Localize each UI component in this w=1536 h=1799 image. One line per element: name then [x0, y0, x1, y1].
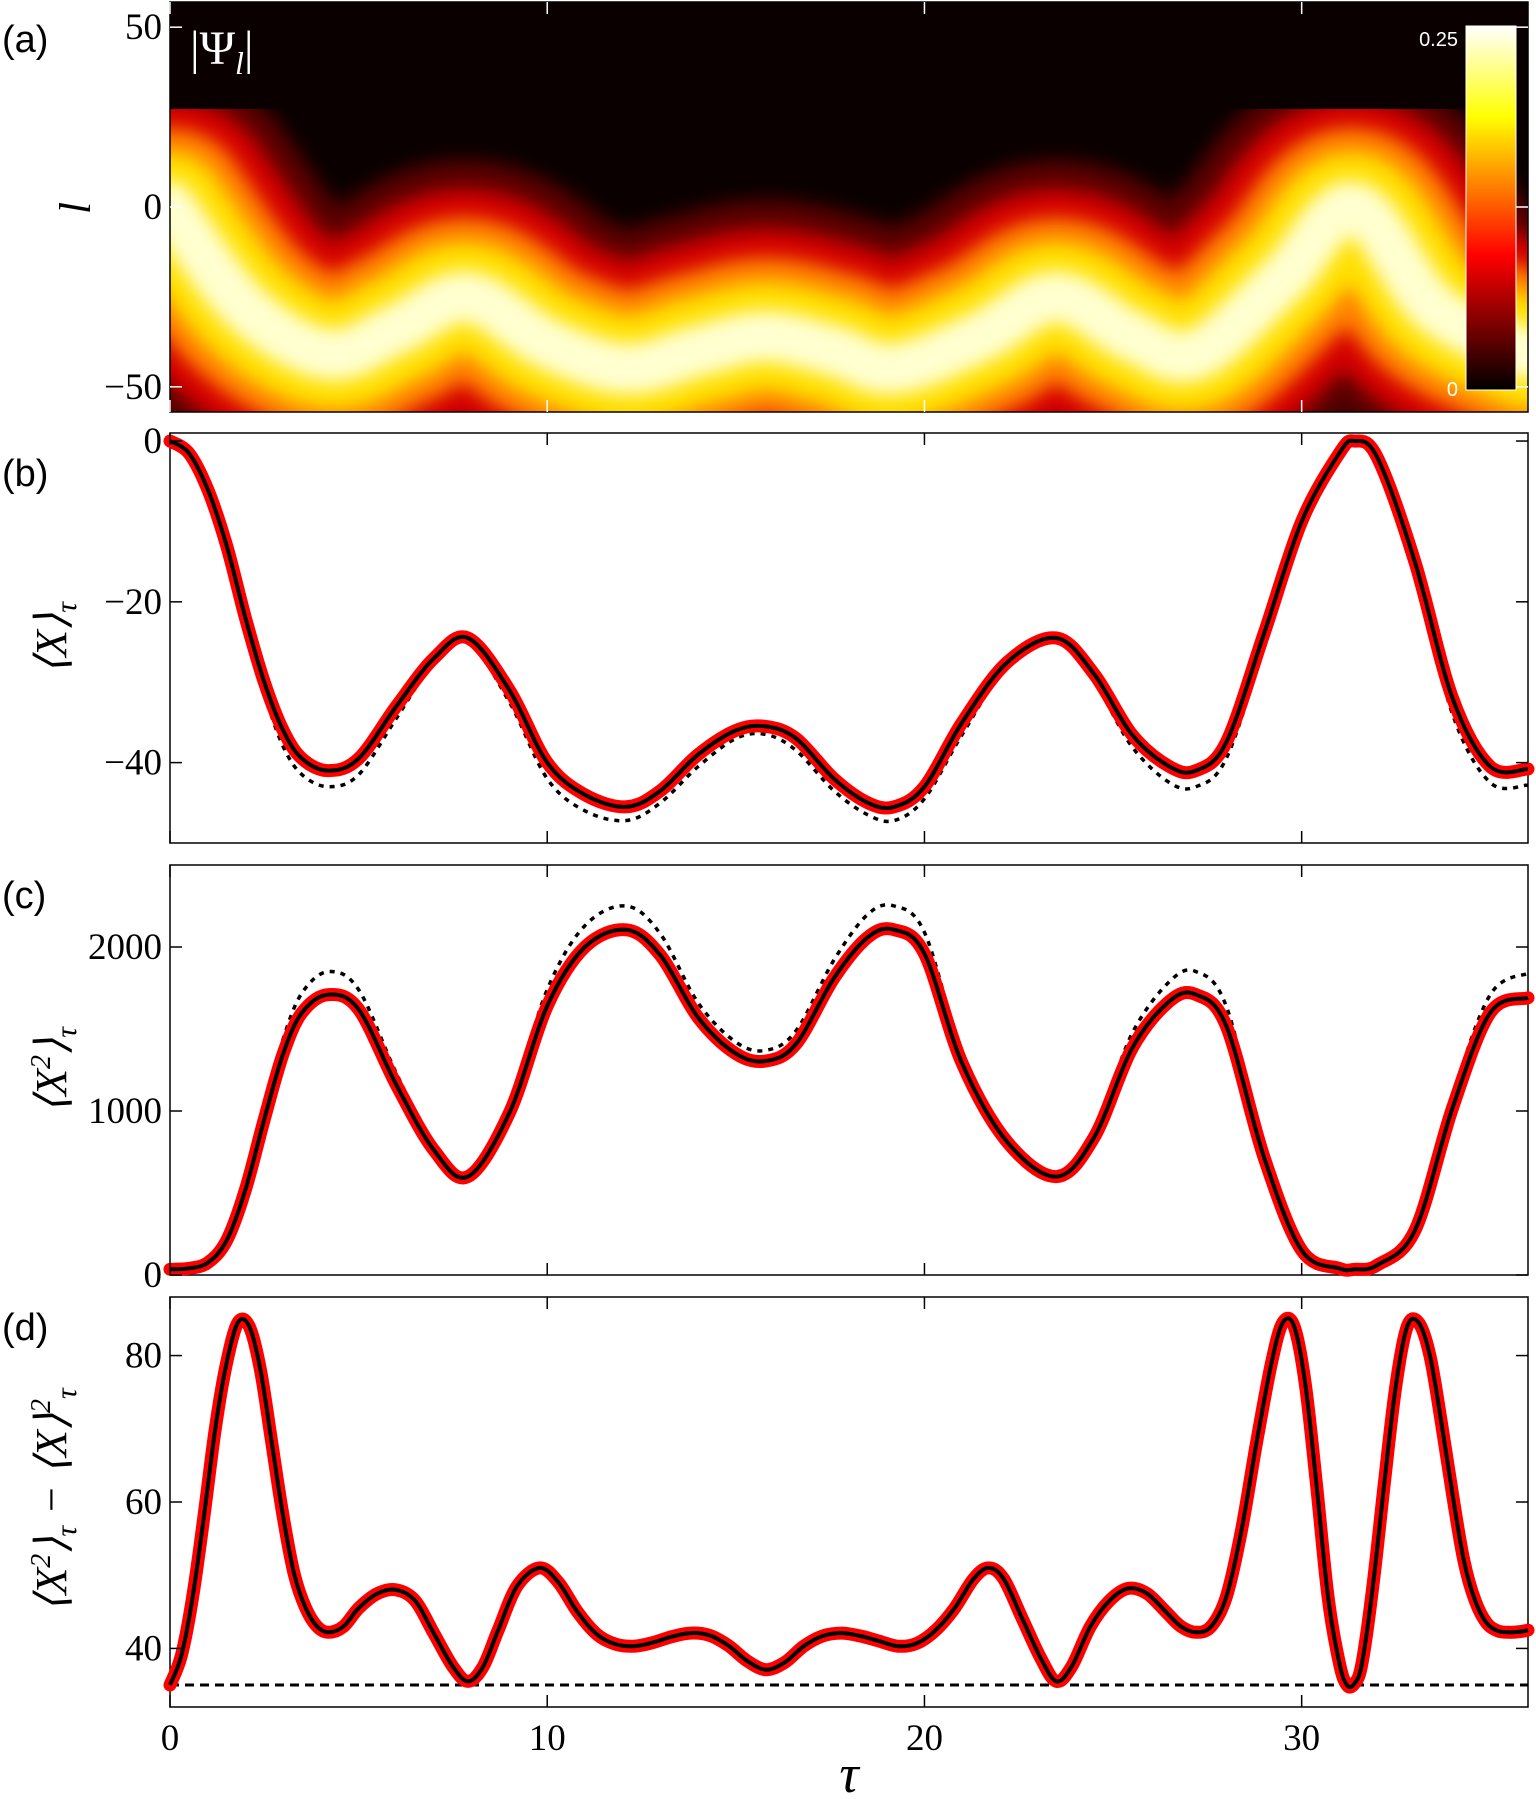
panel-label-c: (c)	[2, 875, 46, 917]
y-tick-label: −20	[104, 582, 162, 623]
x-tick-label: 30	[1283, 1718, 1320, 1759]
panel-b: 0 −20 −40 (b) ⟨X⟩τ	[2, 421, 1535, 844]
x-tick-label: 0	[161, 1718, 180, 1759]
panel-d-axes: 80 60 40	[125, 1297, 1528, 1707]
series-line-black-core	[168, 1316, 1529, 1690]
panel-d: 80 60 40 (d) ⟨X2⟩τ − ⟨X⟩2τ	[2, 1296, 1535, 1708]
panel-a-axes: 50 0 −50	[104, 2, 1528, 412]
y-tick-label: 80	[125, 1336, 162, 1377]
y-tick-label: −50	[104, 367, 162, 408]
panel-label-a: (a)	[2, 19, 48, 61]
panel-a: 0.25 0 |Ψl| 50 0 −50 (a) l	[2, 1, 1529, 413]
panel-b-plot	[163, 434, 1535, 824]
series-line-black-core	[169, 926, 1529, 1273]
y-tick-label: 0	[144, 421, 163, 462]
x-axis: 0 10 20 30	[161, 1718, 1320, 1759]
y-tick-label: 60	[125, 1482, 162, 1523]
panel-b-ylabel: ⟨X⟩τ	[27, 601, 83, 674]
panel-c-axes: 2000 1000 0	[88, 865, 1528, 1296]
y-tick-label: 1000	[88, 1091, 162, 1132]
y-tick-label: 0	[144, 187, 163, 228]
ridge-core	[170, 181, 1528, 395]
colorbar-min-label: 0	[1447, 379, 1458, 401]
panel-b-axes: 0 −20 −40	[104, 421, 1528, 843]
x-tick-label: 10	[529, 1718, 566, 1759]
panel-label-b: (b)	[2, 453, 48, 495]
panel-a-ylabel: l	[51, 202, 100, 214]
panel-d-plot	[163, 1311, 1535, 1694]
series-line-black-core	[168, 438, 1529, 810]
y-tick-label: 0	[144, 1255, 163, 1296]
panel-c: 2000 1000 0 (c) ⟨X2⟩τ	[2, 864, 1535, 1296]
series-line-dotted	[169, 903, 1529, 1273]
panel-b-frame	[169, 432, 1529, 844]
x-tick-label: 20	[906, 1718, 943, 1759]
y-tick-label: 2000	[88, 927, 162, 968]
panel-label-d: (d)	[2, 1307, 48, 1349]
y-tick-label: 50	[125, 7, 162, 48]
panel-c-frame	[169, 864, 1529, 1276]
colorbar-max-label: 0.25	[1419, 29, 1458, 51]
heatmap-ridge	[170, 70, 1528, 412]
colorbar	[1465, 25, 1517, 391]
panel-c-plot	[163, 903, 1535, 1277]
y-tick-label: −40	[104, 743, 162, 784]
y-tick-label: 40	[125, 1628, 162, 1669]
x-axis-label: τ	[839, 1744, 860, 1799]
panel-c-ylabel: ⟨X2⟩τ	[26, 1026, 83, 1113]
heatmap-title: |Ψl|	[190, 22, 254, 81]
panel-d-ylabel: ⟨X2⟩τ − ⟨X⟩2τ	[26, 1387, 83, 1612]
